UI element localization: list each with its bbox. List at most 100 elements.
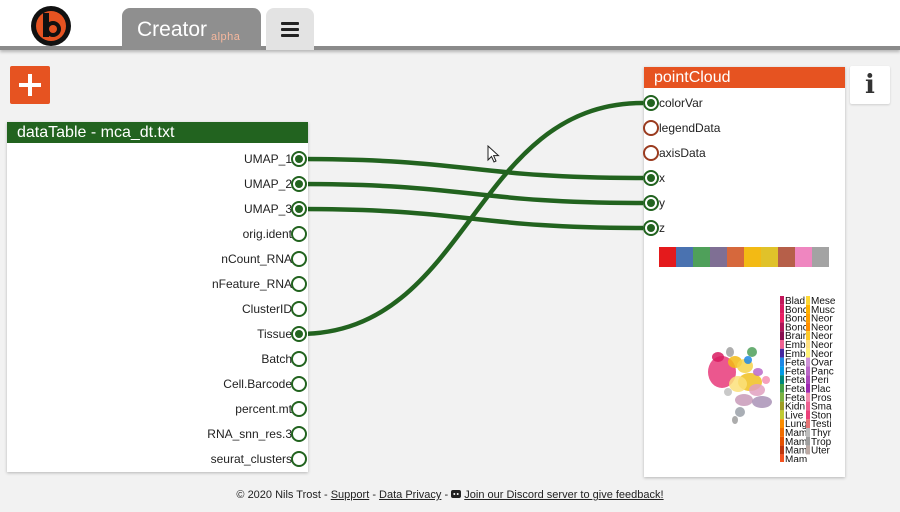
b-logo-icon[interactable] <box>30 5 72 47</box>
datatable-output-port[interactable] <box>291 326 307 342</box>
datatable-output-port[interactable] <box>291 451 307 467</box>
point-cluster <box>762 376 770 384</box>
datatable-output-port[interactable] <box>291 426 307 442</box>
pointcloud-input-port[interactable] <box>643 120 659 136</box>
pointcloud-input-port[interactable] <box>643 170 659 186</box>
legend-swatch <box>780 454 784 462</box>
app-subtitle: alpha <box>211 31 241 43</box>
footer-separator: - <box>444 489 449 501</box>
legend-label: Lung <box>785 419 807 430</box>
legend-swatch <box>806 296 810 305</box>
pointcloud-input-label: z <box>659 221 665 235</box>
legend-label: Panc <box>811 366 834 377</box>
legend-label: Bonc <box>785 322 808 333</box>
add-node-button[interactable] <box>10 66 50 104</box>
legend-label: Mese <box>811 296 835 307</box>
legend-label: Pros <box>811 393 832 404</box>
info-icon[interactable]: i <box>850 66 890 104</box>
legend-label: Live <box>785 410 804 421</box>
legend-swatch <box>780 428 784 437</box>
pointcloud-node-title[interactable]: pointCloud <box>644 67 845 88</box>
legend-swatch <box>806 348 810 358</box>
datatable-output-port[interactable] <box>291 401 307 417</box>
legend-swatch <box>806 366 810 376</box>
legend-label: Bonc <box>785 314 808 325</box>
datatable-output-label: percent.mt <box>235 402 292 416</box>
pointcloud-input-label: legendData <box>659 121 721 135</box>
point-cluster <box>726 347 734 357</box>
legend-swatch <box>780 384 784 393</box>
legend-swatch <box>780 340 784 349</box>
legend-swatch <box>806 322 810 332</box>
datatable-node-title[interactable]: dataTable - mca_dt.txt <box>7 122 308 143</box>
legend-swatch <box>780 322 784 332</box>
datatable-node[interactable]: dataTable - mca_dt.txt UMAP_1 UMAP_2 UMAP_… <box>7 122 308 472</box>
legend-swatch <box>806 375 810 384</box>
datatable-output-port[interactable] <box>291 176 307 192</box>
datatable-output-label: UMAP_1 <box>243 152 292 166</box>
datatable-output-label: UMAP_2 <box>243 177 292 191</box>
legend-swatch <box>806 340 810 349</box>
support-link[interactable]: Support <box>330 489 370 501</box>
datatable-output-port[interactable] <box>291 351 307 367</box>
pointcloud-node[interactable]: pointCloud colorVar legendData axisData x y z <box>643 67 845 477</box>
legend-swatch <box>780 296 784 305</box>
datatable-output-port[interactable] <box>291 251 307 267</box>
datatable-output-port[interactable] <box>291 201 307 217</box>
tab-creator[interactable]: Creator alpha <box>122 8 261 50</box>
connection-wire[interactable] <box>298 100 644 337</box>
hamburger-menu-icon[interactable] <box>266 8 314 50</box>
legend-swatch <box>780 401 784 411</box>
discord-link[interactable]: Join our Discord server to give feedback… <box>464 489 664 501</box>
legend-label: Thyr <box>811 428 832 439</box>
discord-icon <box>451 490 462 498</box>
legend-label: Trop <box>811 437 832 448</box>
legend-label: Feta <box>785 366 805 377</box>
pointcloud-input-label: colorVar <box>659 96 703 110</box>
legend-label: Emb <box>785 349 806 360</box>
legend-label: Neor <box>811 331 833 342</box>
legend-swatch <box>806 419 810 428</box>
datatable-output-label: orig.ident <box>242 227 292 241</box>
pointcloud-input-label: x <box>659 171 665 185</box>
footer-separator: - <box>372 489 376 501</box>
datatable-output-port[interactable] <box>291 276 307 292</box>
mouse-cursor-icon <box>487 145 500 163</box>
connection-wire[interactable] <box>298 181 644 206</box>
app-title: Creator <box>137 18 208 41</box>
palette-swatch <box>812 247 829 267</box>
legend-label: Kidn <box>785 402 805 413</box>
datatable-output-label: Cell.Barcode <box>223 377 292 391</box>
legend-label: Plac <box>811 384 830 395</box>
legend-label: Feta <box>785 393 805 404</box>
data-privacy-link[interactable]: Data Privacy <box>379 489 442 501</box>
datatable-output-port[interactable] <box>291 301 307 317</box>
legend-label: Neor <box>811 340 833 351</box>
legend-label: Feta <box>785 375 805 386</box>
legend-swatch <box>780 357 784 367</box>
connection-wire[interactable] <box>298 156 644 181</box>
datatable-output-port[interactable] <box>291 151 307 167</box>
legend-label: Mam <box>785 437 807 448</box>
legend-label: Neor <box>811 314 833 325</box>
point-cluster <box>735 407 745 417</box>
datatable-output-port[interactable] <box>291 226 307 242</box>
pointcloud-input-port[interactable] <box>643 145 659 161</box>
legend-label: Neor <box>811 349 833 360</box>
palette-swatch <box>795 247 812 267</box>
point-cluster <box>747 347 757 357</box>
pointcloud-input-port[interactable] <box>643 195 659 211</box>
point-cluster <box>753 368 763 376</box>
top-bar: Creator alpha <box>0 0 900 50</box>
legend-label: Neor <box>811 322 833 333</box>
legend-swatch <box>806 428 810 437</box>
datatable-output-label: UMAP_3 <box>243 202 292 216</box>
pointcloud-input-port[interactable] <box>643 220 659 236</box>
legend-swatch <box>806 410 810 420</box>
legend-label: Feta <box>785 358 805 369</box>
legend-swatch <box>780 436 784 446</box>
legend-label: Mam <box>785 454 807 462</box>
pointcloud-input-port[interactable] <box>643 95 659 111</box>
datatable-output-port[interactable] <box>291 376 307 392</box>
datatable-output-label: Tissue <box>257 327 292 341</box>
